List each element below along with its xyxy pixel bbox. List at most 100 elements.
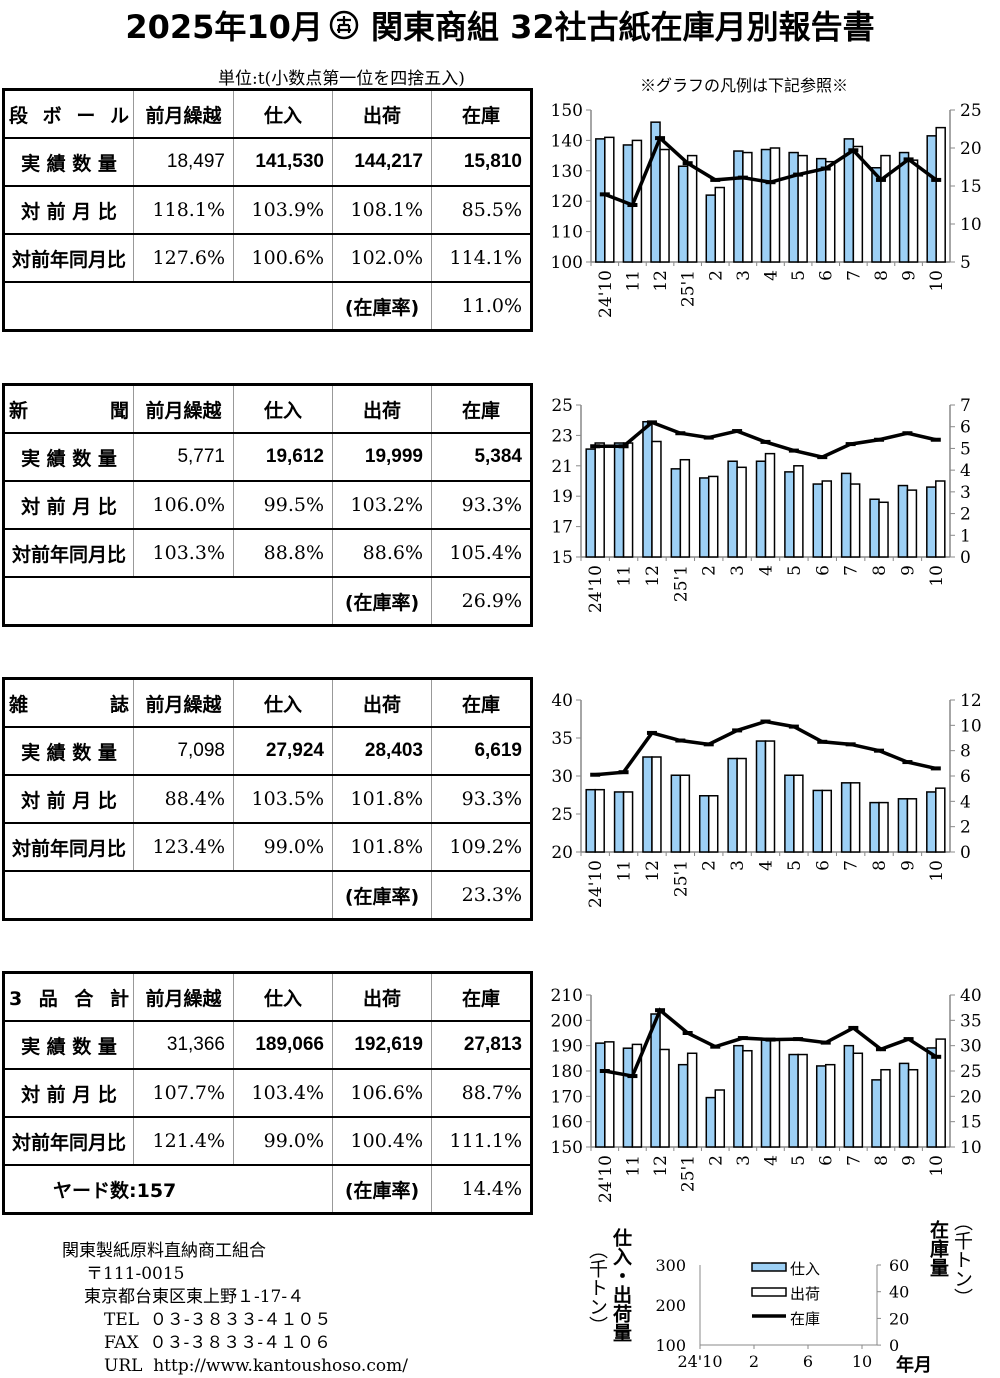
bar-shipment [631, 1043, 643, 1148]
stock-marker [737, 175, 748, 180]
bar-shipment [622, 791, 634, 853]
category-name: 新 聞 [3, 383, 134, 434]
x-tick-label: 4 [762, 270, 782, 281]
cell-actual: 7,098 [133, 726, 234, 776]
y-tick-label: 160 [551, 1113, 583, 1133]
stock-marker [703, 742, 714, 747]
table-row-actual: 実 績 数 量 7,098 27,924 28,403 6,619 [3, 726, 532, 776]
table-row-actual: 実 績 数 量 18,497 141,530 144,217 15,810 [3, 137, 532, 187]
x-tick-label: 3 [734, 270, 754, 281]
column-header: 仕入 [233, 677, 333, 728]
stock-marker [710, 1044, 721, 1049]
legend-left-tick: 100 [655, 1336, 686, 1355]
cell-mom: 93.3% [431, 480, 532, 530]
y2-tick-label: 15 [960, 177, 982, 197]
cell-yoy: 88.8% [233, 528, 333, 578]
y-tick-label: 190 [551, 1037, 583, 1057]
bar-purchase [755, 460, 767, 558]
legend-note: ※グラフの凡例は下記参照※ [640, 76, 849, 95]
stock-marker [655, 1008, 666, 1013]
bar-purchase [595, 1042, 606, 1148]
header-row: 3品合計 前月繰越 仕入 出荷 在庫 [3, 971, 532, 1022]
y-tick-label: 17 [551, 518, 573, 538]
y2-tick-label: 10 [960, 716, 982, 736]
bar-purchase [670, 468, 682, 558]
legend-right-tick: 60 [889, 1256, 909, 1275]
report-table-2: 新 聞前月繰越 仕入 出荷 在庫実 績 数 量 5,771 19,612 19,999 5,3… [2, 383, 533, 627]
x-tick-label: 4 [762, 1155, 782, 1166]
x-tick-label: 9 [900, 1155, 920, 1166]
x-tick-label: 8 [872, 270, 892, 281]
bar-purchase [898, 151, 910, 263]
cell-yoy: 99.0% [233, 1116, 333, 1166]
y-tick-label: 23 [551, 426, 573, 446]
x-tick-label: 25'1 [679, 270, 699, 307]
bar-purchase [843, 1044, 855, 1148]
stock-marker [599, 1069, 610, 1073]
x-tick-label: 11 [615, 565, 635, 587]
stock-marker [627, 1074, 638, 1079]
bar-purchase [815, 157, 827, 263]
category-name: 段ボール [3, 88, 134, 139]
stock-rate-label: (在庫率) [332, 281, 432, 332]
bar-shipment [878, 501, 889, 558]
x-tick-label: 5 [789, 1155, 809, 1166]
x-tick-label: 6 [813, 860, 833, 871]
legend-x-tick: 6 [803, 1352, 813, 1371]
x-tick-label: 8 [870, 565, 890, 576]
cell-yoy: 100.4% [332, 1116, 432, 1166]
stock-marker [817, 739, 828, 744]
y-tick-label: 140 [551, 131, 583, 151]
bar-purchase [585, 788, 596, 853]
bar-purchase [898, 1062, 910, 1148]
y2-tick-label: 2 [960, 818, 971, 838]
bar-purchase [733, 150, 744, 263]
cell-mom: 103.5% [233, 774, 333, 824]
row-label: 対 前 月 比 [3, 480, 134, 530]
row-label: 実 績 数 量 [3, 726, 134, 776]
column-header: 在庫 [431, 383, 532, 434]
bar-purchase [788, 1053, 799, 1148]
bar-purchase [897, 484, 909, 558]
x-tick-label: 7 [842, 565, 862, 576]
cell-mom: 106.0% [133, 480, 234, 530]
tel: TEL ０３-３８３３-４１０５ [104, 1310, 332, 1330]
bar-purchase [788, 151, 799, 263]
cell-actual: 18,497 [133, 137, 234, 187]
stock-marker [931, 1054, 942, 1059]
bar-shipment [852, 1052, 864, 1148]
y-tick-label: 25 [551, 805, 573, 825]
cell-mom: 88.7% [431, 1068, 532, 1118]
y-tick-label: 130 [551, 162, 583, 182]
stock-marker [788, 448, 799, 453]
y2-tick-label: 8 [960, 742, 971, 762]
cell-mom: 108.1% [332, 185, 432, 235]
right-axis-title: 在庫量 [927, 1220, 949, 1277]
cell-yoy: 121.4% [133, 1116, 234, 1166]
cell-actual: 19,999 [332, 432, 432, 482]
table-row-actual: 実 績 数 量 5,771 19,612 19,999 5,384 [3, 432, 532, 482]
bar-shipment [797, 154, 808, 263]
cell-mom: 106.6% [332, 1068, 432, 1118]
bar-purchase [622, 1047, 634, 1148]
bar-shipment [679, 774, 691, 853]
x-tick-label: 24'10 [586, 860, 606, 908]
stock-marker [682, 1031, 693, 1035]
y-tick-label: 21 [551, 457, 573, 477]
cell-actual: 27,813 [431, 1020, 532, 1070]
bar-shipment [852, 145, 864, 263]
legend-right-tick: 40 [889, 1283, 909, 1302]
cell-yoy: 123.4% [133, 822, 234, 872]
cell-yoy: 127.6% [133, 233, 234, 283]
bar-shipment [849, 483, 861, 558]
cell-mom: 93.3% [431, 774, 532, 824]
stock-marker [902, 760, 913, 765]
y2-tick-label: 4 [960, 792, 971, 812]
cell-yoy: 114.1% [431, 233, 532, 283]
cell-yoy: 109.2% [431, 822, 532, 872]
bar-purchase [840, 782, 852, 853]
stock-marker [590, 444, 601, 449]
legend-item-label: 出荷 [790, 1285, 820, 1303]
x-tick-label: 24'10 [596, 270, 616, 318]
